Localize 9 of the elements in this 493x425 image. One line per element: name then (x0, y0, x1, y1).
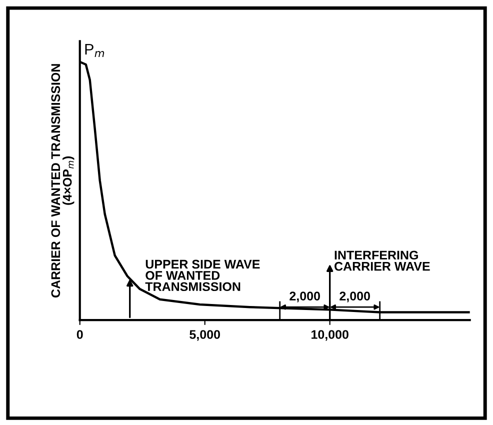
x-tick-label: 0 (76, 330, 83, 339)
x-tick-label: 5,000 (190, 330, 220, 341)
annotation: INTERFERING CARRIER WAVE (334, 250, 430, 271)
annotation: UPPER SIDE WAVE OF WANTED TRANSMISSION (145, 260, 260, 292)
annotation: P$_{m}$ (85, 44, 104, 58)
x-tick-label: 10,000 (312, 330, 348, 341)
annotation: 2,000 (340, 292, 370, 302)
annotation: 2,000 (290, 292, 320, 302)
y-axis-title: CARRIER OF WANTED TRANSMISSION (4×OP$_{m}$) (51, 64, 74, 298)
